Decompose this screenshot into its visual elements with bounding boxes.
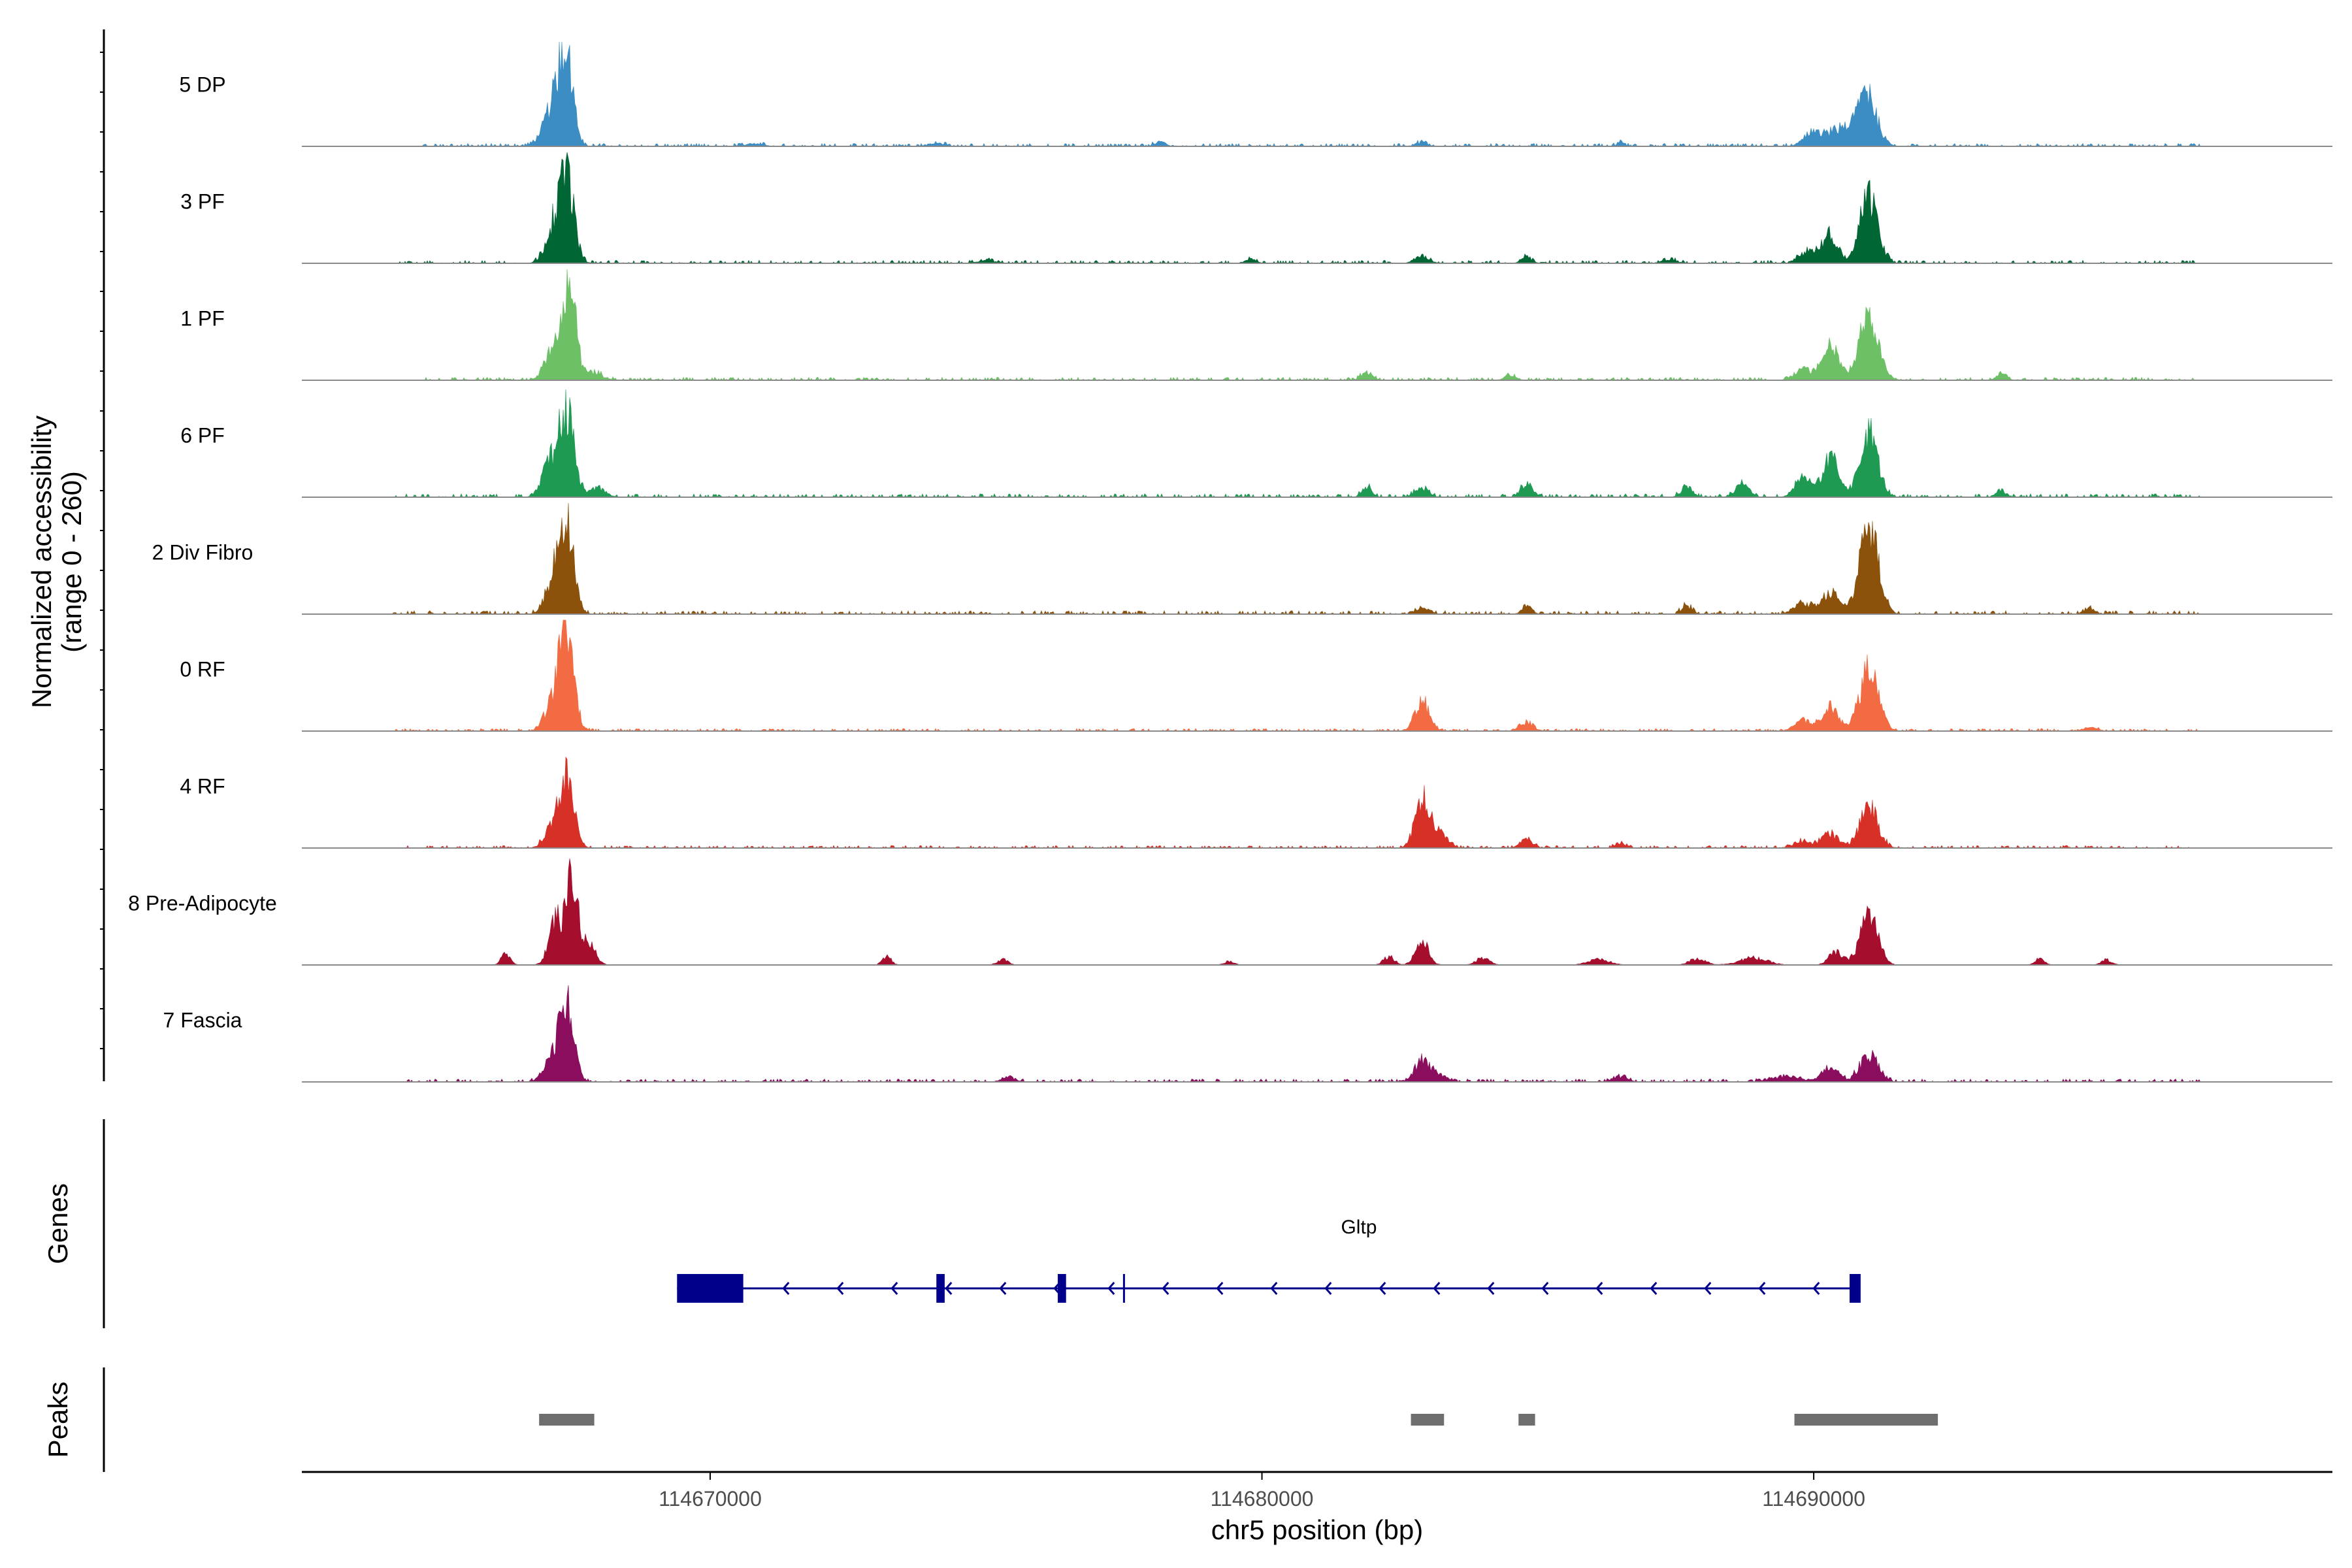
peak-region (539, 1414, 595, 1426)
strand-arrow (1595, 1282, 1603, 1295)
strand-arrow (890, 1282, 898, 1295)
coverage-area (302, 269, 2332, 381)
track-1: 5 DP (179, 41, 2332, 147)
strand-arrow (1487, 1282, 1495, 1295)
strand-arrow (1379, 1282, 1386, 1295)
strand-arrow (1324, 1282, 1332, 1295)
gene-exon (936, 1274, 945, 1303)
strand-arrow (1812, 1282, 1820, 1295)
peaks-axis-title: Peaks (42, 1382, 73, 1458)
track-label: 1 PF (180, 307, 225, 331)
x-axis-title: chr5 position (bp) (1211, 1514, 1424, 1545)
track-4: 6 PF (180, 389, 2332, 498)
genes-axis-title: Genes (42, 1183, 73, 1264)
peak-region (1411, 1414, 1445, 1426)
strand-arrow (1758, 1282, 1766, 1295)
strand-arrow (1541, 1282, 1549, 1295)
track-label: 8 Pre-Adipocyte (128, 892, 277, 915)
strand-arrow (1270, 1282, 1278, 1295)
peaks-track (539, 1414, 1938, 1426)
gene-exon (1850, 1274, 1861, 1303)
track-label: 2 Div Fibro (152, 541, 253, 564)
strand-arrow (1704, 1282, 1712, 1295)
strand-arrow (836, 1282, 844, 1295)
track-8: 8 Pre-Adipocyte (128, 858, 2332, 966)
strand-arrow (1433, 1282, 1441, 1295)
gene-gltp: Gltp (677, 1217, 1861, 1303)
strand-arrow (945, 1282, 953, 1295)
peak-region (1794, 1414, 1938, 1426)
track-3: 1 PF (180, 269, 2332, 381)
accessibility-y-axis-ticks (100, 52, 104, 1049)
track-label: 5 DP (179, 73, 225, 97)
strand-arrow (782, 1282, 790, 1295)
y-axis-title-line2: (range 0 - 260) (56, 471, 87, 653)
gene-exon (677, 1274, 743, 1303)
track-label: 7 Fascia (163, 1009, 242, 1032)
track-6: 0 RF (180, 619, 2332, 732)
gene-track: Gltp (677, 1217, 1861, 1303)
gene-name-label: Gltp (1341, 1217, 1377, 1238)
x-tick-label: 114670000 (659, 1487, 762, 1511)
strand-arrow (999, 1282, 1007, 1295)
gene-exon (1058, 1274, 1066, 1303)
track-7: 4 RF (180, 756, 2332, 849)
x-axis-ticks: 114670000 114680000 114690000 (659, 1472, 1865, 1511)
x-tick-label: 114680000 (1211, 1487, 1314, 1511)
track-2: 3 PF (180, 152, 2332, 264)
track-label: 3 PF (180, 190, 225, 214)
strand-arrow (1216, 1282, 1224, 1295)
coverage-area (302, 619, 2332, 732)
track-label: 4 RF (180, 775, 225, 798)
track-label: 6 PF (180, 424, 225, 448)
strand-arrow (1650, 1282, 1658, 1295)
coverage-tracks: 5 DP 3 PF 1 PF 6 PF 2 Div Fibro 0 RF 4 RF 8 Pre… (128, 41, 2332, 1083)
track-5: 2 Div Fibro (152, 502, 2332, 615)
strand-arrow (1162, 1282, 1169, 1295)
track-label: 0 RF (180, 658, 225, 681)
y-axis-title-line1: Normalized accessibility (26, 416, 57, 708)
track-9: 7 Fascia (163, 985, 2332, 1083)
strand-arrow (1107, 1282, 1115, 1295)
x-tick-label: 114690000 (1762, 1487, 1865, 1511)
peak-region (1518, 1414, 1535, 1426)
